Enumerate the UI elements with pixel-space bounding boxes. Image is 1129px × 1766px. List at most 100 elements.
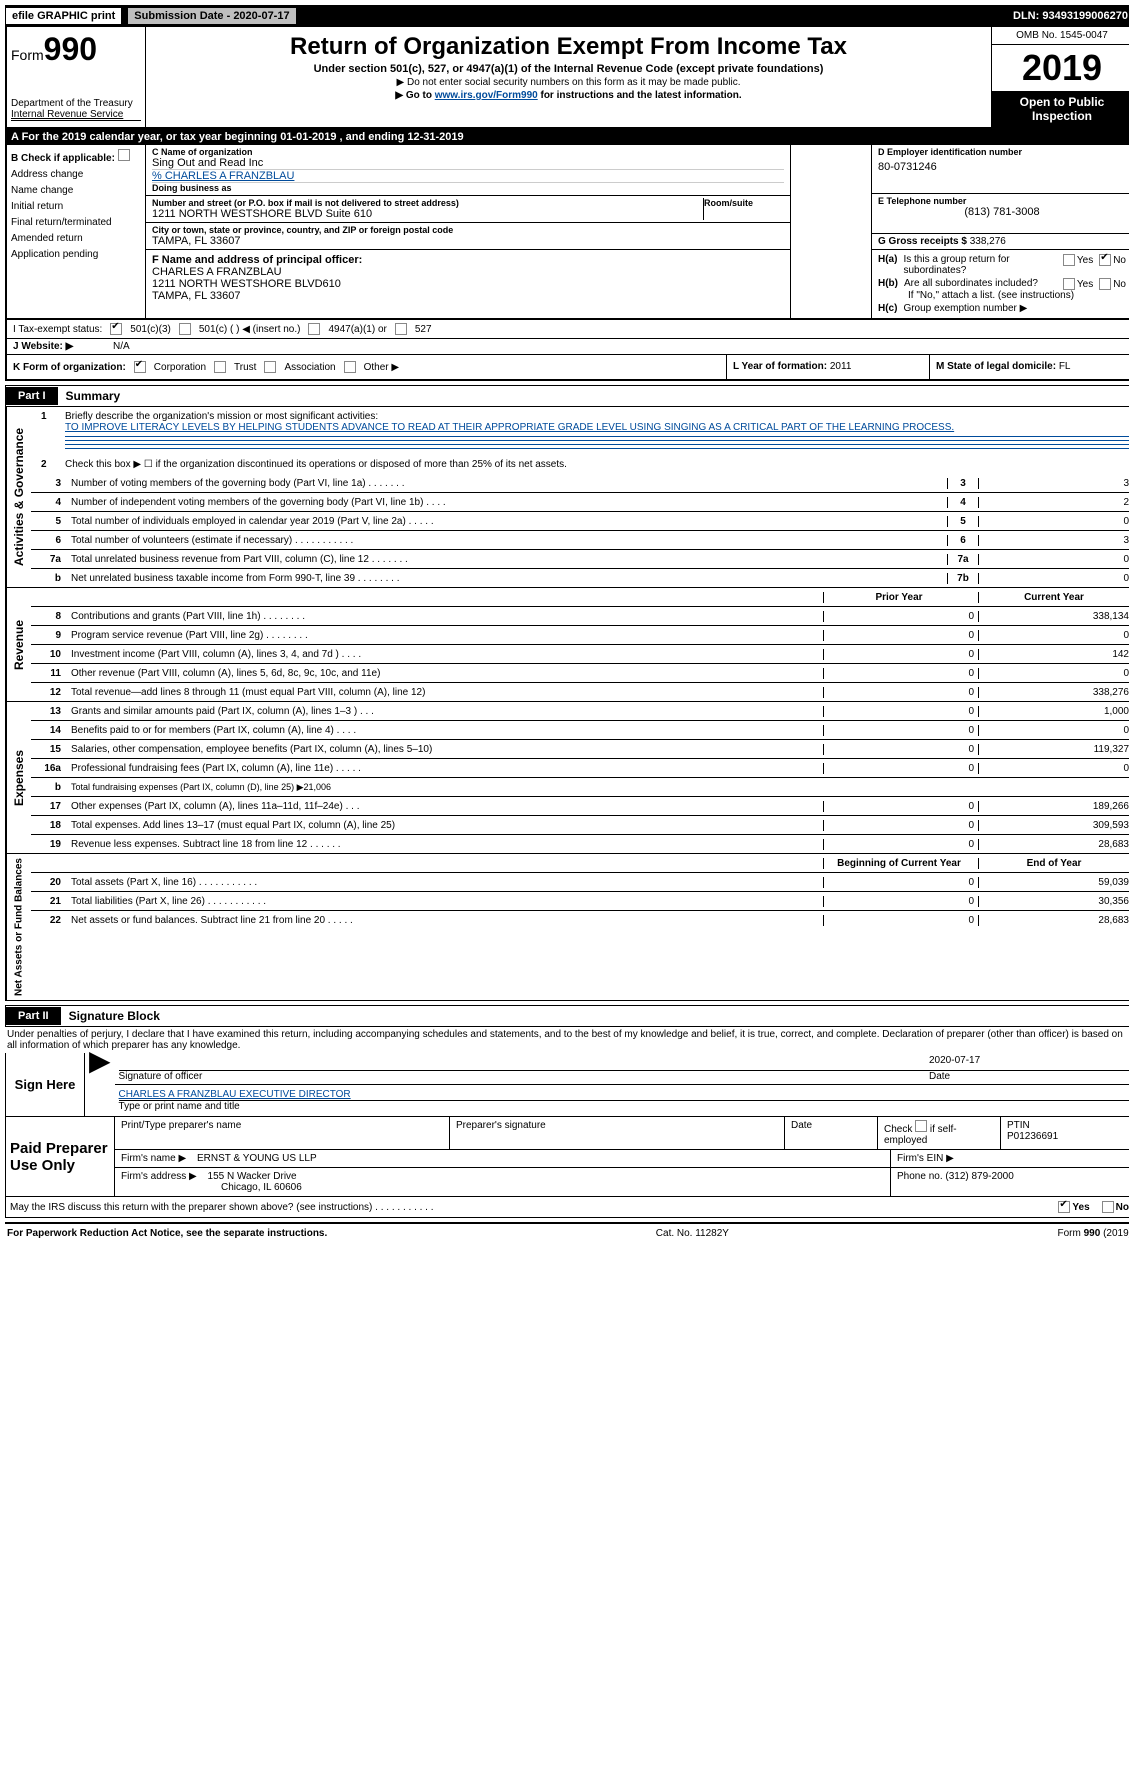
header-sub3: ▶ Go to www.irs.gov/Form990 for instruct… <box>156 90 981 101</box>
line-desc: Salaries, other compensation, employee b… <box>67 742 823 757</box>
table-row: b Net unrelated business taxable income … <box>31 569 1129 587</box>
calendar-year-row: A For the 2019 calendar year, or tax yea… <box>5 129 1129 145</box>
current-year-value: 59,039 <box>978 877 1129 888</box>
irs-line: Internal Revenue Service <box>11 109 141 121</box>
checkbox-icon[interactable] <box>1102 1201 1114 1213</box>
prior-year-value: 0 <box>823 706 978 717</box>
hb-note: If "No," attach a list. (see instruction… <box>878 290 1126 301</box>
prior-year-value: 0 <box>823 668 978 679</box>
footer: For Paperwork Reduction Act Notice, see … <box>5 1222 1129 1243</box>
b-opt-label: Final return/terminated <box>11 215 112 230</box>
checkbox-icon[interactable] <box>1063 254 1075 266</box>
submission-date: Submission Date - 2020-07-17 <box>127 7 296 25</box>
checkbox-icon[interactable] <box>915 1120 927 1132</box>
firm-addr1: 155 N Wacker Drive <box>208 1171 297 1182</box>
table-row: 14 Benefits paid to or for members (Part… <box>31 721 1129 740</box>
table-row: 4 Number of independent voting members o… <box>31 493 1129 512</box>
current-year-value: 28,683 <box>978 915 1129 926</box>
table-row: 17 Other expenses (Part IX, column (A), … <box>31 797 1129 816</box>
part1-title: Summary <box>58 386 129 406</box>
efile-label: efile GRAPHIC print <box>5 7 122 25</box>
paperwork-notice: For Paperwork Reduction Act Notice, see … <box>7 1228 327 1239</box>
prior-year-value: 0 <box>823 763 978 774</box>
line-box: 3 <box>947 478 978 489</box>
current-year-value: 0 <box>978 763 1129 774</box>
table-row: 22 Net assets or fund balances. Subtract… <box>31 911 1129 929</box>
checkbox-icon[interactable] <box>1063 278 1075 290</box>
line-value: 0 <box>978 573 1129 584</box>
checkbox-icon[interactable] <box>214 361 226 373</box>
checkbox-icon[interactable] <box>1099 278 1111 290</box>
checkbox-icon[interactable] <box>1099 254 1111 266</box>
no-label: No <box>1113 255 1126 266</box>
firm-addr-label: Firm's address ▶ <box>121 1171 197 1182</box>
form-label: Form <box>11 47 44 63</box>
part1-netassets: Net Assets or Fund Balances Beginning of… <box>5 854 1129 1001</box>
checkbox-icon[interactable] <box>264 361 276 373</box>
line2-num: 2 <box>41 459 65 470</box>
current-year-header: Current Year <box>978 592 1129 603</box>
signature-block: Sign Here ▶ 2020-07-17 Signature of offi… <box>5 1053 1129 1117</box>
line-num: 11 <box>31 668 67 679</box>
checkbox-icon[interactable] <box>118 149 130 161</box>
ha-label: H(a) <box>878 254 897 265</box>
sub3-post: for instructions and the latest informat… <box>538 90 742 101</box>
part1-tab: Part I <box>6 387 58 405</box>
current-year-value: 142 <box>978 649 1129 660</box>
officer-name-link[interactable]: CHARLES A FRANZBLAU EXECUTIVE DIRECTOR <box>119 1089 351 1100</box>
prior-year-value: 0 <box>823 877 978 888</box>
check-pre: Check <box>884 1124 915 1135</box>
prep-phone: (312) 879-2000 <box>945 1171 1013 1182</box>
vert-netassets: Net Assets or Fund Balances <box>6 854 31 1000</box>
line-num: 13 <box>31 706 67 717</box>
cat-no: Cat. No. 11282Y <box>656 1228 729 1239</box>
street-address: 1211 NORTH WESTSHORE BLVD Suite 610 <box>152 208 703 220</box>
table-row: 10 Investment income (Part VIII, column … <box>31 645 1129 664</box>
line-box: 5 <box>947 516 978 527</box>
mission-text[interactable]: TO IMPROVE LITERACY LEVELS BY HELPING ST… <box>65 422 954 433</box>
sig-date-val: 2020-07-17 <box>929 1055 1129 1066</box>
table-row: 7a Total unrelated business revenue from… <box>31 550 1129 569</box>
b-opt-label: Application pending <box>11 247 98 262</box>
line-desc: Investment income (Part VIII, column (A)… <box>67 647 823 662</box>
tax-year: 2019 <box>992 45 1129 91</box>
line-desc: Total expenses. Add lines 13–17 (must eq… <box>67 818 823 833</box>
table-row: 15 Salaries, other compensation, employe… <box>31 740 1129 759</box>
part2-title: Signature Block <box>61 1006 168 1026</box>
form-header: Form990 Department of the Treasury Inter… <box>5 27 1129 129</box>
line-num: b <box>31 573 67 584</box>
irs-link[interactable]: www.irs.gov/Form990 <box>435 90 538 101</box>
line-num: 5 <box>31 516 67 527</box>
b-opt-label: Initial return <box>11 199 63 214</box>
line1-num: 1 <box>41 411 65 422</box>
care-of-link[interactable]: % CHARLES A FRANZBLAU <box>152 170 294 182</box>
line-desc: Professional fundraising fees (Part IX, … <box>67 761 823 776</box>
part1-expenses: Expenses 13 Grants and similar amounts p… <box>5 702 1129 854</box>
hc-text: Group exemption number ▶ <box>903 303 1027 314</box>
line-box: 7a <box>947 554 978 565</box>
checkbox-icon[interactable] <box>344 361 356 373</box>
line-desc: Total fundraising expenses (Part IX, col… <box>67 780 823 795</box>
name-title-label: Type or print name and title <box>119 1100 1129 1112</box>
checkbox-icon[interactable] <box>308 323 320 335</box>
checkbox-icon[interactable] <box>395 323 407 335</box>
k-corp: Corporation <box>154 362 206 373</box>
end-year-header: End of Year <box>978 858 1129 869</box>
checkbox-icon[interactable] <box>179 323 191 335</box>
k-trust: Trust <box>234 362 256 373</box>
year-formation: 2011 <box>830 361 852 372</box>
checkbox-icon[interactable] <box>110 323 122 335</box>
i-501c: 501(c) ( ) ◀ (insert no.) <box>199 324 301 335</box>
line-value: 2 <box>978 497 1129 508</box>
paid-preparer-label: Paid Preparer Use Only <box>6 1117 115 1196</box>
prior-year-value: 0 <box>823 725 978 736</box>
line-num: 20 <box>31 877 67 888</box>
checkbox-icon[interactable] <box>134 361 146 373</box>
line-desc: Other expenses (Part IX, column (A), lin… <box>67 799 823 814</box>
line-num: 4 <box>31 497 67 508</box>
checkbox-icon[interactable] <box>1058 1201 1070 1213</box>
table-row: 21 Total liabilities (Part X, line 26) .… <box>31 892 1129 911</box>
line2-text: Check this box ▶ ☐ if the organization d… <box>65 459 567 470</box>
b-option: Address change <box>11 167 141 182</box>
line-desc: Total revenue—add lines 8 through 11 (mu… <box>67 685 823 700</box>
